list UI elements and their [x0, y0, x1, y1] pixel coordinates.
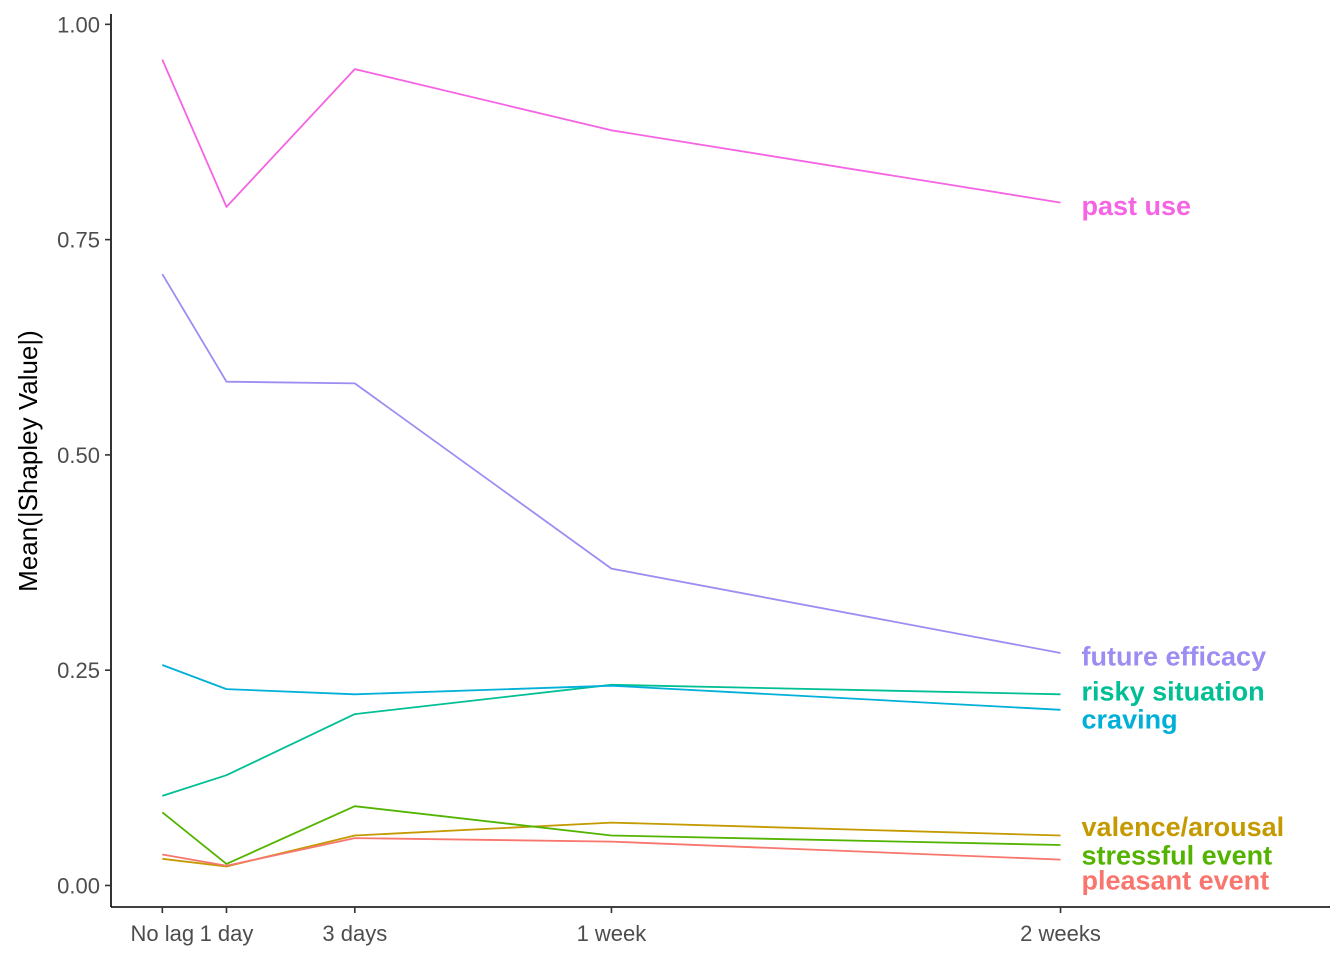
y-tick-label: 0.75 — [57, 228, 100, 253]
series-line-past-use — [161, 59, 1061, 208]
series-lines — [161, 59, 1061, 868]
series-line-pleasant-event — [162, 837, 1061, 867]
series-line-future-efficacy — [161, 273, 1061, 654]
series-label-stressful-event: stressful event — [1082, 840, 1273, 870]
x-tick-label: 2 weeks — [1020, 921, 1101, 946]
x-axis-ticks: No lag 1 day 3 days 1 week 2 weeks — [131, 907, 1101, 946]
series-label-craving: craving — [1082, 704, 1178, 734]
x-tick-label: 1 week — [577, 921, 648, 946]
series-line-stressful-event — [161, 805, 1061, 865]
x-tick-label: 1 day — [200, 921, 254, 946]
y-tick-label: 0.00 — [57, 873, 100, 898]
y-axis-title: Mean(|Shapley Value|) — [13, 330, 43, 592]
series-label-past-use: past use — [1082, 191, 1192, 221]
series-label-valence-arousal: valence/arousal — [1082, 812, 1285, 842]
series-line-craving — [161, 664, 1061, 711]
y-axis-ticks: 0.00 0.25 0.50 0.75 1.00 — [57, 12, 111, 898]
series-line-valence-arousal — [162, 821, 1061, 868]
y-tick-label: 0.50 — [57, 443, 100, 468]
x-tick-label: 3 days — [322, 921, 387, 946]
x-tick-label: No lag — [131, 921, 195, 946]
series-label-pleasant-event: pleasant event — [1082, 865, 1270, 895]
series-label-future-efficacy: future efficacy — [1082, 641, 1267, 671]
y-tick-label: 0.25 — [57, 658, 100, 683]
series-label-risky-situation: risky situation — [1082, 677, 1265, 707]
series-labels: past use future efficacy risky situationcr… — [1082, 191, 1285, 895]
series-line-risky-situation — [162, 683, 1061, 797]
y-tick-label: 1.00 — [57, 12, 100, 37]
axes — [110, 14, 1330, 908]
